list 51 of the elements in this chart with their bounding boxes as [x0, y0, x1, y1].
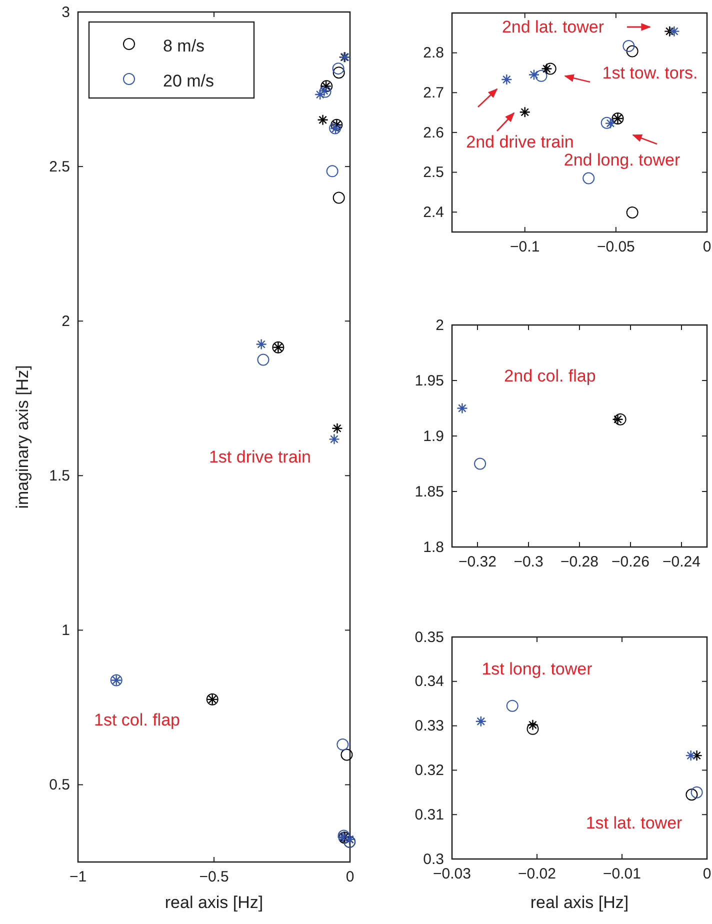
- annotation: 2nd drive train: [466, 132, 574, 152]
- y-tick-label: 0.35: [414, 628, 444, 646]
- y-tick-label: 2.4: [423, 204, 444, 221]
- x-tick-label: −0.1: [510, 238, 540, 256]
- y-tick-label: 2: [62, 312, 70, 330]
- annotation: 2nd col. flap: [504, 366, 596, 386]
- annotation: 2nd lat. tower: [502, 18, 604, 36]
- x-tick-label: 0: [702, 866, 712, 883]
- annotation: 1st col. flap: [94, 710, 180, 730]
- y-tick-label: 2: [436, 316, 444, 334]
- y-tick-label: 2.6: [423, 124, 444, 142]
- x-tick-label: 0: [702, 238, 712, 256]
- legend-label: 8 m/s: [163, 36, 205, 56]
- x-tick-label: −0.24: [662, 554, 700, 571]
- x-tick-label: 0: [346, 868, 354, 886]
- y-tick-label: 0.5: [49, 776, 70, 794]
- y-tick-label: 0.33: [414, 718, 444, 735]
- annotation: 2nd long. tower: [564, 150, 680, 170]
- y-tick-label: 2.7: [423, 84, 444, 102]
- y-tick-label: 2.8: [423, 44, 444, 62]
- annotation: 1st drive train: [208, 448, 312, 466]
- y-tick-label: 0.32: [414, 762, 444, 779]
- y-tick-label: 0.31: [414, 806, 444, 824]
- y-tick-label: 0.34: [414, 673, 444, 690]
- y-tick-label: 0.3: [423, 850, 444, 868]
- x-tick-label: −0.5: [199, 868, 229, 886]
- y-tick-label: 1.95: [414, 372, 444, 390]
- annotation: 1st lat. tower: [586, 814, 683, 832]
- x-tick-label: −0.01: [603, 866, 641, 883]
- x-tick-label: −0.05: [596, 238, 635, 256]
- y-tick-label: 1.85: [414, 483, 444, 500]
- x-tick-label: −0.03: [433, 866, 471, 883]
- x-tick-label: −1: [69, 868, 87, 886]
- y-tick-label: 1.5: [49, 467, 70, 484]
- annotation: 1st tow. tors.: [602, 64, 698, 82]
- x-axis-title: real axis [Hz]: [164, 893, 264, 912]
- y-tick-label: 2.5: [49, 158, 70, 176]
- annotation: 1st long. tower: [482, 660, 593, 678]
- y-tick-label: 1: [62, 622, 70, 639]
- y-tick-label: 2.5: [423, 164, 444, 182]
- x-tick-label: −0.3: [514, 554, 544, 571]
- x-axis-title: real axis [Hz]: [530, 893, 629, 912]
- x-tick-label: −0.02: [518, 866, 556, 883]
- y-axis-title: imaginary axis [Hz]: [13, 365, 32, 509]
- y-tick-label: 1.9: [423, 428, 444, 445]
- x-tick-label: −0.26: [612, 554, 650, 571]
- legend-label: 20 m/s: [163, 72, 214, 90]
- x-tick-label: −0.28: [560, 554, 598, 571]
- y-tick-label: 1.8: [423, 538, 444, 556]
- x-tick-label: −0.32: [458, 554, 496, 571]
- y-tick-label: 3: [62, 4, 70, 21]
